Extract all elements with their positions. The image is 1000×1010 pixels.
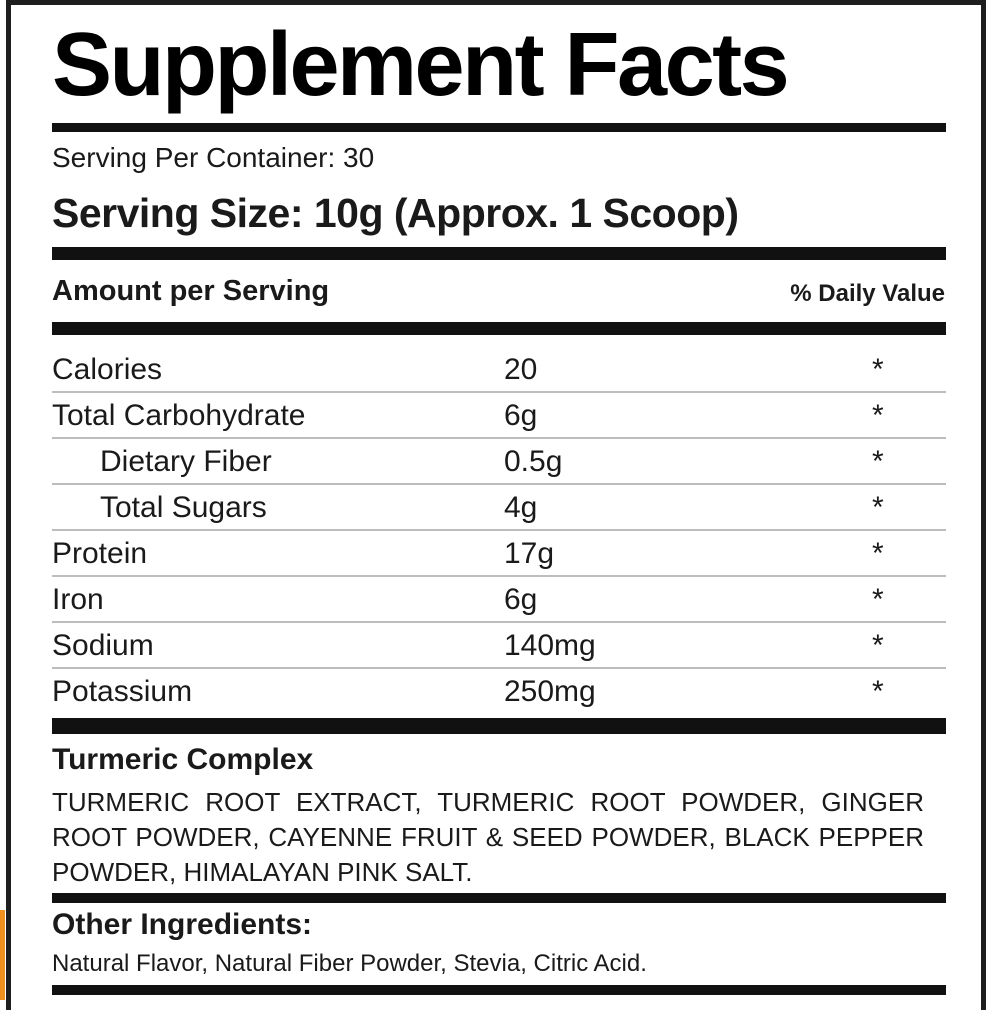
other-ingredients-title: Other Ingredients: [52,908,313,941]
divider [52,893,946,903]
other-ingredients-text: Natural Flavor, Natural Fiber Powder, St… [52,950,647,977]
divider [52,247,946,260]
nutrient-amount: 6g [504,583,538,616]
nutrient-amount: 0.5g [504,445,563,478]
nutrient-row: Protein 17g * [52,531,946,577]
row-divider [52,391,946,393]
nutrient-daily-value: * [872,537,884,570]
orange-edge [0,910,5,1000]
nutrient-row: Total Carbohydrate 6g * [52,393,946,439]
nutrient-name: Dietary Fiber [100,445,272,478]
nutrient-name: Total Carbohydrate [52,399,306,432]
row-divider [52,483,946,485]
nutrient-row: Iron 6g * [52,577,946,623]
servings-per-container: Serving Per Container: 30 [52,142,375,173]
nutrient-row: Calories 20 * [52,347,946,393]
divider [52,985,946,995]
label-title: Supplement Facts [52,15,790,115]
nutrient-name: Total Sugars [100,491,267,524]
nutrient-amount: 20 [504,353,538,386]
nutrient-daily-value: * [872,675,884,708]
row-divider [52,575,946,577]
daily-value-header: % Daily Value [790,280,945,307]
nutrient-amount: 6g [504,399,538,432]
divider [52,322,946,335]
nutrient-name: Protein [52,537,148,570]
divider [52,718,946,734]
nutrient-amount: 4g [504,491,538,524]
nutrient-row: Potassium 250mg * [52,669,946,715]
nutrient-row: Total Sugars 4g * [52,485,946,531]
blend-ingredients: TURMERIC ROOT EXTRACT, TURMERIC ROOT POW… [52,787,924,887]
divider [52,123,946,132]
nutrient-daily-value: * [872,629,884,662]
nutrient-daily-value: * [872,445,884,478]
nutrient-name: Sodium [52,629,154,662]
nutrient-amount: 250mg [504,675,596,708]
nutrient-amount: 140mg [504,629,596,662]
nutrient-daily-value: * [872,583,884,616]
nutrient-name: Potassium [52,675,193,708]
row-divider [52,621,946,623]
row-divider [52,667,946,669]
nutrient-row: Dietary Fiber 0.5g * [52,439,946,485]
amount-per-serving-header: Amount per Serving [52,275,330,307]
label-border [6,0,986,1010]
nutrient-daily-value: * [872,491,884,524]
row-divider [52,529,946,531]
nutrient-daily-value: * [872,353,884,386]
serving-size: Serving Size: 10g (Approx. 1 Scoop) [52,190,739,236]
nutrient-amount: 17g [504,537,555,570]
nutrient-name: Calories [52,353,163,386]
nutrient-row: Sodium 140mg * [52,623,946,669]
nutrient-daily-value: * [872,399,884,432]
blend-title: Turmeric Complex [52,743,314,776]
row-divider [52,437,946,439]
nutrient-name: Iron [52,583,104,616]
